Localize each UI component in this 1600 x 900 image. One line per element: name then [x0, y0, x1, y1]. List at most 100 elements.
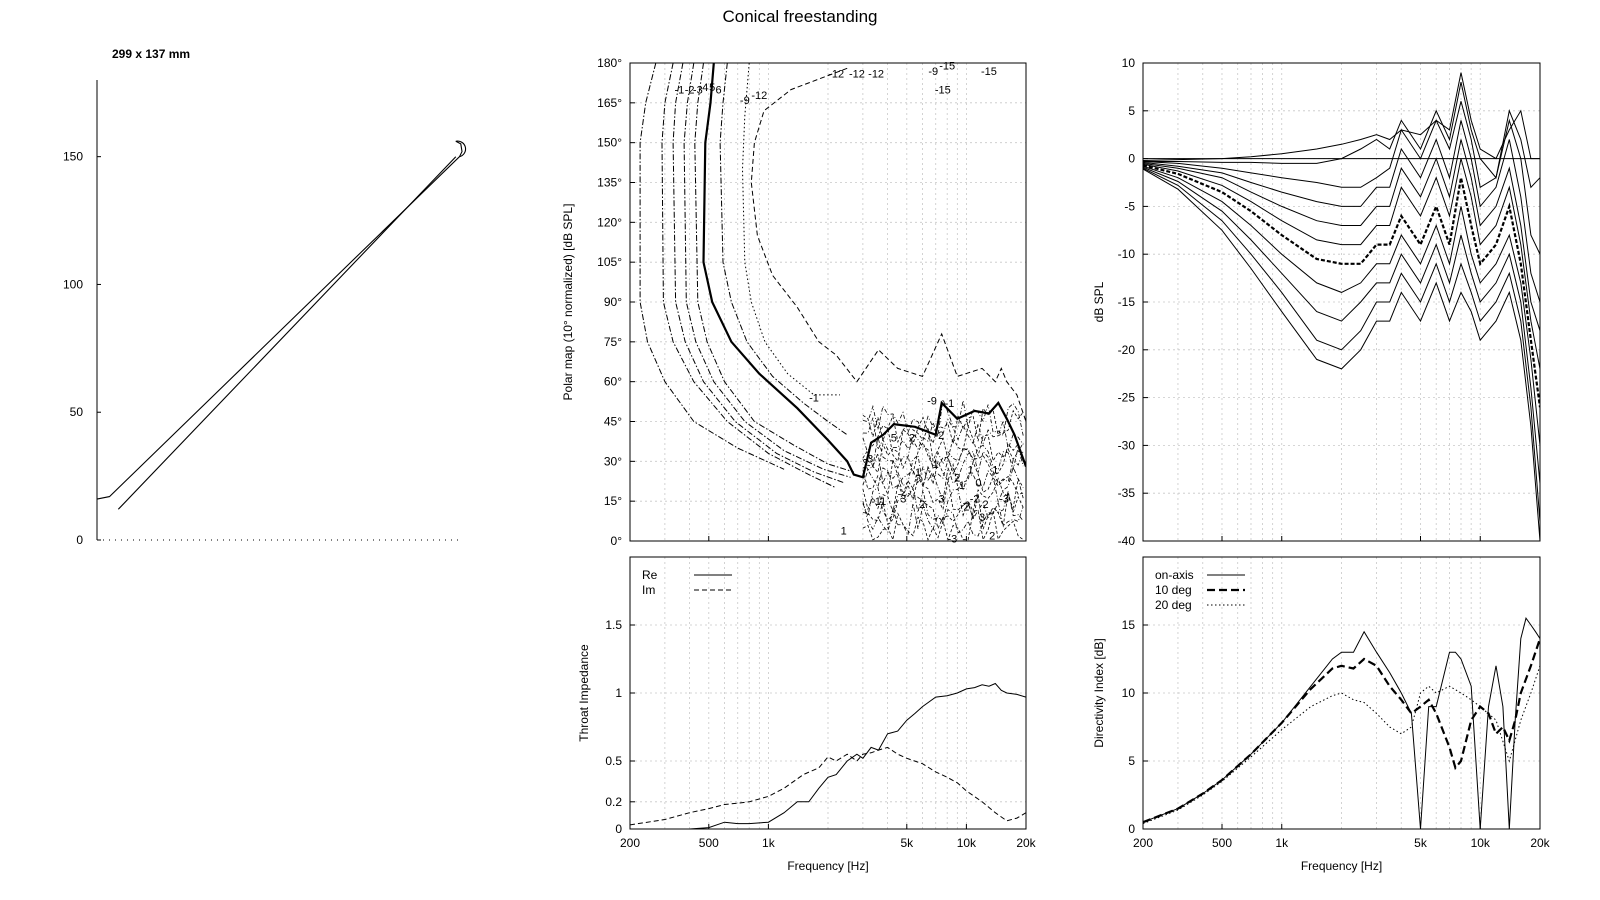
contour-level-label: -1 — [944, 398, 954, 410]
x-tick-label: 20k — [1016, 836, 1036, 850]
x-tick-label: 200 — [1133, 836, 1153, 850]
y-axis-label: Directivity Index [dB] — [1092, 638, 1106, 747]
y-tick-label: 0° — [611, 534, 623, 548]
contour-hf-11 — [862, 423, 1024, 463]
y-tick-label: 15° — [604, 494, 622, 508]
contour-line-4 — [683, 63, 851, 478]
y-tick-label: 10 — [1122, 56, 1136, 70]
di-line-1 — [1143, 617, 1540, 829]
y-tick-label: 45° — [604, 415, 622, 429]
off-axis-response-chart: -40 -35 -30 -25 -20 -15 -10 -5 0 5 10 dB SPL — [1092, 56, 1541, 548]
contour-level-label: 2 — [909, 432, 915, 444]
profile-line-inner — [117, 156, 457, 510]
x-axis-label: Frequency [Hz] — [1301, 859, 1382, 873]
contour-hf-13 — [862, 407, 1024, 446]
contour-level-label: -3 — [693, 85, 703, 97]
contour-level-label: -15 — [935, 85, 951, 97]
y-tick-label: 15 — [1122, 618, 1136, 632]
contour-level-label: -3 — [999, 494, 1009, 506]
y-tick-label: 5 — [1128, 104, 1135, 118]
contour-level-label: -2 — [685, 85, 695, 97]
profile-line-outer — [96, 140, 463, 500]
spl-curve-4 — [1143, 120, 1540, 303]
contour-hf-7 — [862, 459, 1024, 496]
contour-level-label: 1 — [915, 467, 921, 479]
spl-curve-3 — [1143, 101, 1540, 255]
polar-map-chart: 0° 15° 30° 45° 60° 75° 90° 105° 120° 135° 150° 165°… — [561, 56, 1027, 548]
legend-label: on-axis — [1155, 568, 1194, 582]
contour-level-label: -12 — [751, 90, 767, 102]
y-tick-label: -30 — [1118, 438, 1136, 452]
y-tick-label: 0.2 — [605, 795, 622, 809]
y-tick-label: 1.5 — [605, 618, 622, 632]
y-tick-label: 10 — [1122, 686, 1136, 700]
throat-impedance-chart: 0 0.2 0.5 1 1.5 200 500 1k 5k 10k 20k Throat Impeda… — [577, 556, 1037, 873]
x-axis-label: Frequency [Hz] — [787, 859, 868, 873]
contour-line-9 — [750, 67, 1026, 422]
contour-level-label: -1 — [674, 85, 684, 97]
contour-level-label: -12 — [868, 69, 884, 81]
contour-level-label: 6 — [715, 85, 721, 97]
contour-level-label: -1 — [871, 496, 881, 508]
contour-hf-2 — [862, 501, 1024, 537]
contour-line-5 — [694, 63, 854, 473]
y-tick-label: 1 — [615, 686, 622, 700]
contour-level-label: 5 — [891, 432, 897, 444]
y-tick-label: -10 — [1118, 247, 1136, 261]
contour-level-label: -2 — [934, 430, 944, 442]
impedance-line-1 — [630, 682, 1026, 829]
contour-hf-1 — [862, 509, 1024, 541]
figure-title: Conical freestanding — [723, 7, 878, 26]
contour-level-label: 3 — [939, 494, 945, 506]
y-axis-label: Throat Impedance — [577, 644, 591, 742]
spl-curve-9 — [1143, 166, 1540, 484]
y-axis-label: dB SPL — [1092, 281, 1106, 322]
x-tick-label: 500 — [1212, 836, 1232, 850]
spl-curve-7 — [1143, 164, 1540, 408]
contour-hf-3 — [862, 492, 1024, 530]
y-tick-label: 0 — [1128, 152, 1135, 166]
contour-level-label: 3 — [900, 494, 906, 506]
legend-label: Im — [642, 583, 655, 597]
legend-label: 10 deg — [1155, 583, 1192, 597]
di-line-2 — [1143, 638, 1540, 824]
x-tick-label: 10k — [957, 836, 977, 850]
spl-curve-8 — [1143, 165, 1540, 446]
di-line-3 — [1143, 665, 1540, 825]
contour-level-label: 1 — [880, 496, 886, 508]
spl-curve-5 — [1143, 139, 1540, 331]
profile-y-tick-label: 150 — [63, 150, 83, 164]
y-axis-label: Polar map (10° normalized) [dB SPL] — [561, 204, 575, 401]
y-tick-label: 60° — [604, 375, 622, 389]
x-tick-label: 200 — [620, 836, 640, 850]
profile-y-tick-label: 50 — [70, 405, 84, 419]
contour-hf-12 — [862, 417, 1024, 451]
contour-level-label: 1 — [992, 464, 998, 476]
profile-dimensions-label: 299 x 137 mm — [112, 47, 190, 61]
contour-level-label: -12 — [849, 69, 865, 81]
legend-label: Re — [642, 568, 658, 582]
y-tick-label: -5 — [1124, 199, 1135, 213]
legend-label: 20 deg — [1155, 598, 1192, 612]
spl-curve-2 — [1143, 81, 1540, 189]
y-tick-label: 120° — [597, 215, 622, 229]
y-tick-label: -35 — [1118, 486, 1136, 500]
y-tick-label: -15 — [1118, 295, 1136, 309]
x-tick-label: 500 — [699, 836, 719, 850]
contour-line-6 — [702, 63, 1026, 479]
x-tick-label: 1k — [762, 836, 776, 850]
directivity-index-chart: 0 5 10 15 200 500 1k 5k 10k 20k Directivity Index … — [1092, 556, 1551, 873]
contour-level-label: -9 — [928, 66, 938, 78]
contour-level-label: -1 — [809, 393, 819, 405]
contour-hf-9 — [862, 441, 1024, 476]
contour-level-label: -15 — [981, 66, 997, 78]
contour-level-label: 2 — [963, 501, 969, 513]
y-tick-label: 30° — [604, 454, 622, 468]
contour-level-label: 1 — [841, 525, 847, 537]
contour-level-label: -9 — [740, 95, 750, 107]
contour-level-label: -15 — [939, 61, 955, 73]
contour-level-label: 2 — [954, 472, 960, 484]
y-tick-label: 90° — [604, 295, 622, 309]
x-tick-label: 1k — [1275, 836, 1289, 850]
